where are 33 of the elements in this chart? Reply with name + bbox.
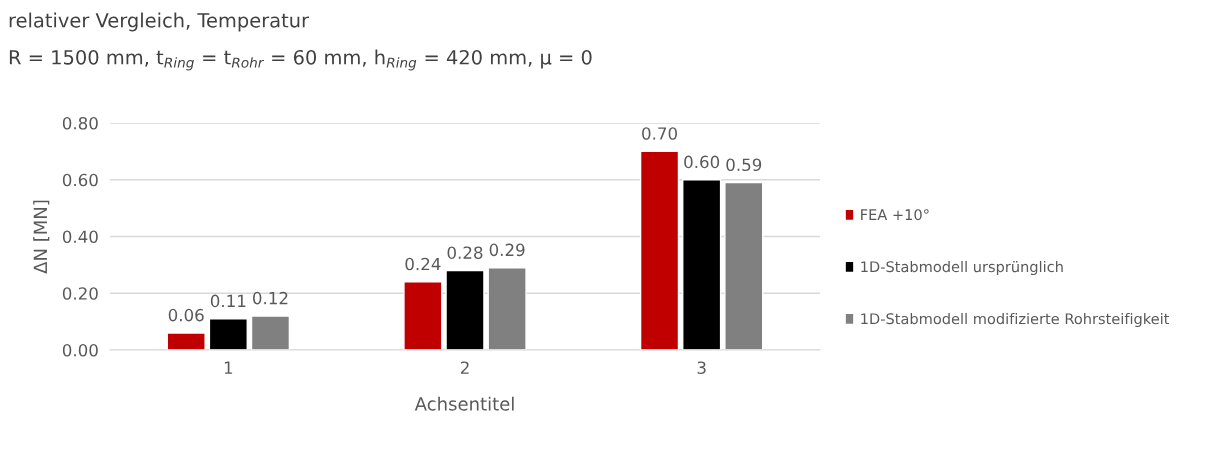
bar bbox=[250, 315, 291, 350]
y-tick-label: 0.60 bbox=[62, 173, 98, 187]
y-tick-label: 0.40 bbox=[62, 230, 98, 244]
data-label: 0.70 bbox=[642, 127, 677, 140]
x-tick-label: 3 bbox=[697, 361, 706, 375]
bar bbox=[487, 267, 527, 350]
bar bbox=[639, 150, 680, 350]
y-axis-title: ΔN [MN] bbox=[33, 200, 50, 274]
data-label: 0.11 bbox=[210, 294, 246, 308]
bar bbox=[403, 281, 443, 350]
bar bbox=[208, 318, 248, 350]
data-label: 0.12 bbox=[253, 291, 288, 305]
chart-subtitle: R = 1500 mm, t$_{Ring}$ = t$_{Rohr}$ = 60 mm, h$_{Ring}$ = 420 mm, μ = 0 bbox=[9, 49, 592, 71]
y-tick-label: 0.20 bbox=[62, 287, 98, 300]
x-axis-title: Achsentitel bbox=[414, 396, 514, 411]
y-tick-label: 0.80 bbox=[62, 116, 98, 130]
bar bbox=[445, 269, 485, 350]
bar bbox=[724, 181, 764, 350]
data-label: 0.28 bbox=[447, 246, 483, 259]
data-label: 0.60 bbox=[684, 155, 720, 169]
data-label: 0.59 bbox=[726, 158, 762, 172]
y-tick-label: 0.00 bbox=[62, 343, 98, 357]
legend-label: 1D-Stabmodell modifizierte Rohrsteifigkeit bbox=[861, 312, 1170, 328]
bar bbox=[682, 179, 722, 350]
data-label: 0.24 bbox=[405, 257, 441, 271]
chart-title: relativer Vergleich, Temperatur bbox=[9, 12, 310, 32]
bar bbox=[166, 332, 206, 350]
data-label: 0.06 bbox=[168, 308, 204, 322]
data-label: 0.29 bbox=[489, 243, 525, 257]
legend-label: 1D-Stabmodell ursprünglich bbox=[861, 260, 1063, 276]
x-tick-label: 2 bbox=[460, 361, 469, 374]
x-tick-label: 1 bbox=[224, 361, 233, 374]
legend-label: FEA +10° bbox=[861, 209, 929, 221]
